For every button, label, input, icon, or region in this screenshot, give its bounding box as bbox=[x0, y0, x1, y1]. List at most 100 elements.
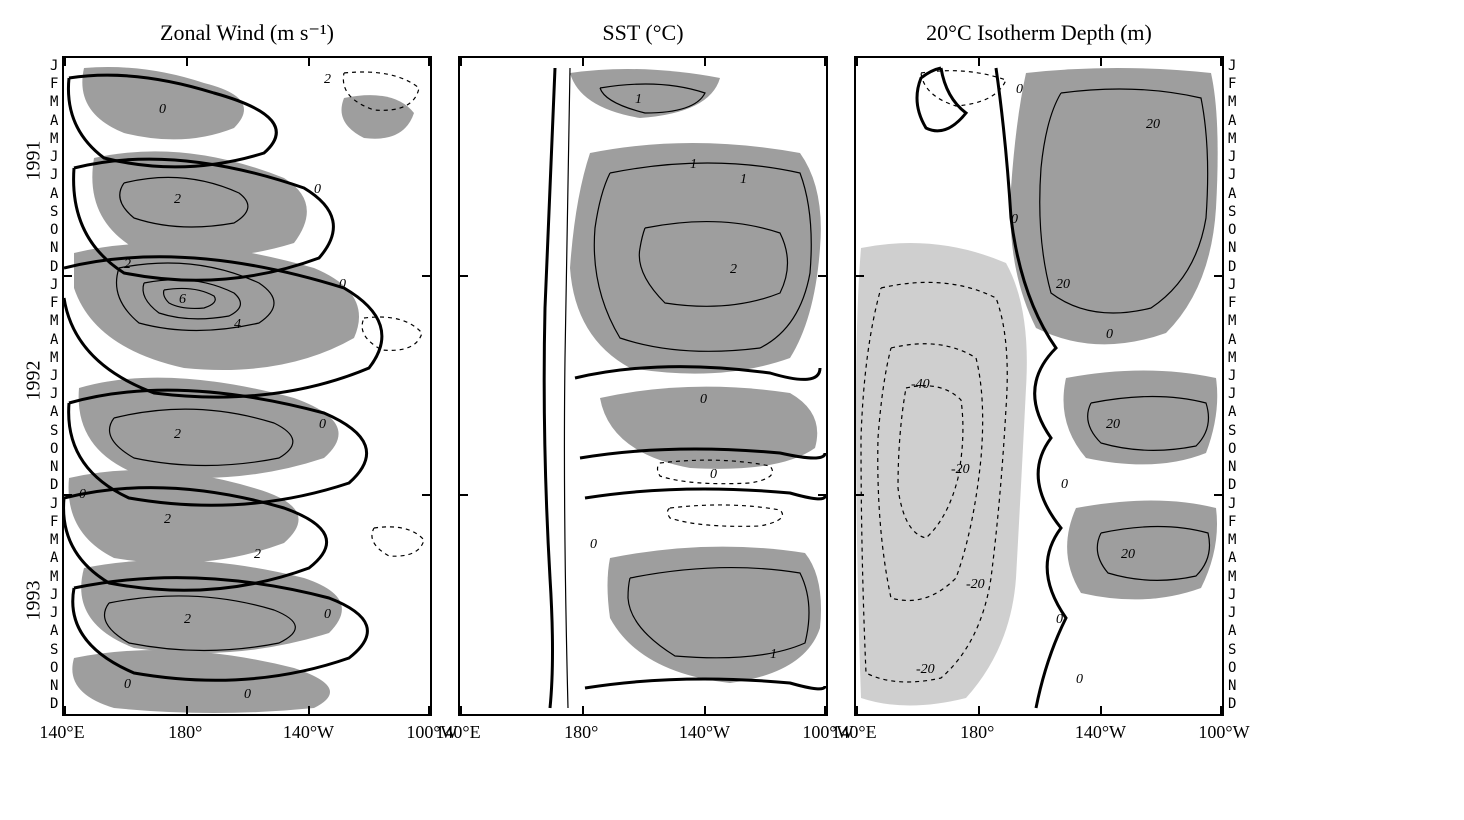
month-label: F bbox=[50, 514, 60, 532]
svg-text:1: 1 bbox=[740, 172, 747, 187]
plot-area: 2 0 2 0 6 4 2 0 2 0 2 0 2 2 0 0 0 bbox=[62, 56, 432, 716]
svg-text:0: 0 bbox=[710, 467, 717, 482]
panel-sst: SST (°C) bbox=[458, 20, 828, 722]
month-label: A bbox=[1228, 332, 1238, 350]
month-label: J bbox=[1228, 277, 1238, 295]
month-label: J bbox=[1228, 149, 1238, 167]
month-label: A bbox=[1228, 113, 1238, 131]
month-label: D bbox=[1228, 696, 1238, 714]
year-axis-labels: 1991 1992 1993 bbox=[20, 56, 48, 716]
month-label: O bbox=[1228, 222, 1238, 240]
svg-text:1: 1 bbox=[690, 157, 697, 172]
month-label: J bbox=[1228, 368, 1238, 386]
month-label: J bbox=[1228, 605, 1238, 623]
svg-text:0: 0 bbox=[1106, 327, 1113, 342]
month-label: M bbox=[50, 350, 60, 368]
contour-svg: 1 1 1 2 0 0 0 1 bbox=[460, 58, 826, 714]
svg-text:2: 2 bbox=[254, 547, 261, 562]
svg-text:-20: -20 bbox=[966, 577, 985, 592]
month-label: F bbox=[50, 295, 60, 313]
month-label: O bbox=[50, 660, 60, 678]
svg-text:0: 0 bbox=[1076, 672, 1083, 687]
figure: 1991 1992 1993 JFMAMJJASONDJFMAMJJASONDJ… bbox=[20, 20, 1444, 722]
year-label: 1993 bbox=[23, 592, 46, 620]
month-axis-right: JFMAMJJASONDJFMAMJJASONDJFMAMJJASOND bbox=[1226, 56, 1240, 716]
svg-text:0: 0 bbox=[339, 277, 346, 292]
svg-text:0: 0 bbox=[1061, 477, 1068, 492]
svg-text:0: 0 bbox=[314, 182, 321, 197]
month-label: J bbox=[1228, 587, 1238, 605]
month-label: O bbox=[1228, 441, 1238, 459]
month-label: J bbox=[1228, 496, 1238, 514]
month-label: A bbox=[1228, 186, 1238, 204]
month-label: S bbox=[50, 423, 60, 441]
month-label: M bbox=[50, 532, 60, 550]
month-label: M bbox=[50, 313, 60, 331]
svg-text:0: 0 bbox=[324, 607, 331, 622]
month-label: D bbox=[50, 259, 60, 277]
month-label: A bbox=[50, 113, 60, 131]
svg-text:4: 4 bbox=[234, 317, 241, 332]
month-label: N bbox=[1228, 240, 1238, 258]
svg-text:1: 1 bbox=[635, 92, 642, 107]
month-label: J bbox=[50, 496, 60, 514]
contour-svg: 0 20 0 20 0 -40 -20 20 0 20 -20 -20 0 0 bbox=[856, 58, 1222, 714]
svg-text:0: 0 bbox=[244, 687, 251, 702]
svg-text:2: 2 bbox=[164, 512, 171, 527]
svg-text:0: 0 bbox=[159, 102, 166, 117]
svg-text:2: 2 bbox=[184, 612, 191, 627]
month-label: A bbox=[1228, 404, 1238, 422]
month-label: O bbox=[50, 441, 60, 459]
contour-svg: 2 0 2 0 6 4 2 0 2 0 2 0 2 2 0 0 0 bbox=[64, 58, 430, 714]
month-label: J bbox=[50, 58, 60, 76]
panel-isotherm: 20°C Isotherm Depth (m) bbox=[854, 20, 1224, 722]
svg-text:-20: -20 bbox=[916, 662, 935, 677]
svg-text:20: 20 bbox=[1121, 547, 1135, 562]
month-label: M bbox=[1228, 313, 1238, 331]
month-label: A bbox=[50, 623, 60, 641]
month-label: D bbox=[1228, 259, 1238, 277]
month-label: J bbox=[50, 277, 60, 295]
month-label: D bbox=[50, 477, 60, 495]
svg-text:0: 0 bbox=[124, 677, 131, 692]
month-label: A bbox=[1228, 623, 1238, 641]
svg-text:2: 2 bbox=[324, 72, 331, 87]
month-label: N bbox=[50, 678, 60, 696]
month-label: S bbox=[1228, 642, 1238, 660]
month-label: S bbox=[50, 642, 60, 660]
svg-text:20: 20 bbox=[1056, 277, 1070, 292]
month-label: N bbox=[1228, 459, 1238, 477]
month-label: M bbox=[1228, 569, 1238, 587]
month-label: N bbox=[1228, 678, 1238, 696]
svg-text:0: 0 bbox=[700, 392, 707, 407]
svg-text:-40: -40 bbox=[911, 377, 930, 392]
panel-title: SST (°C) bbox=[602, 20, 683, 48]
svg-text:0: 0 bbox=[319, 417, 326, 432]
svg-text:2: 2 bbox=[730, 262, 737, 277]
month-label: F bbox=[50, 76, 60, 94]
svg-text:0: 0 bbox=[1016, 82, 1023, 97]
month-label: D bbox=[1228, 477, 1238, 495]
month-label: M bbox=[50, 131, 60, 149]
month-label: J bbox=[1228, 58, 1238, 76]
month-label: J bbox=[50, 605, 60, 623]
month-label: A bbox=[50, 550, 60, 568]
month-label: N bbox=[50, 240, 60, 258]
month-label: S bbox=[50, 204, 60, 222]
panel-title: Zonal Wind (m s⁻¹) bbox=[160, 20, 334, 48]
month-label: J bbox=[50, 149, 60, 167]
svg-text:6: 6 bbox=[179, 292, 186, 307]
year-label: 1992 bbox=[23, 372, 46, 400]
month-label: A bbox=[1228, 550, 1238, 568]
svg-text:20: 20 bbox=[1106, 417, 1120, 432]
month-label: F bbox=[1228, 76, 1238, 94]
month-label: N bbox=[50, 459, 60, 477]
month-label: J bbox=[50, 368, 60, 386]
month-label: M bbox=[1228, 94, 1238, 112]
month-label: J bbox=[1228, 167, 1238, 185]
svg-text:-20: -20 bbox=[951, 462, 970, 477]
month-label: A bbox=[50, 332, 60, 350]
svg-text:20: 20 bbox=[1146, 117, 1160, 132]
month-label: O bbox=[1228, 660, 1238, 678]
svg-text:0: 0 bbox=[590, 537, 597, 552]
